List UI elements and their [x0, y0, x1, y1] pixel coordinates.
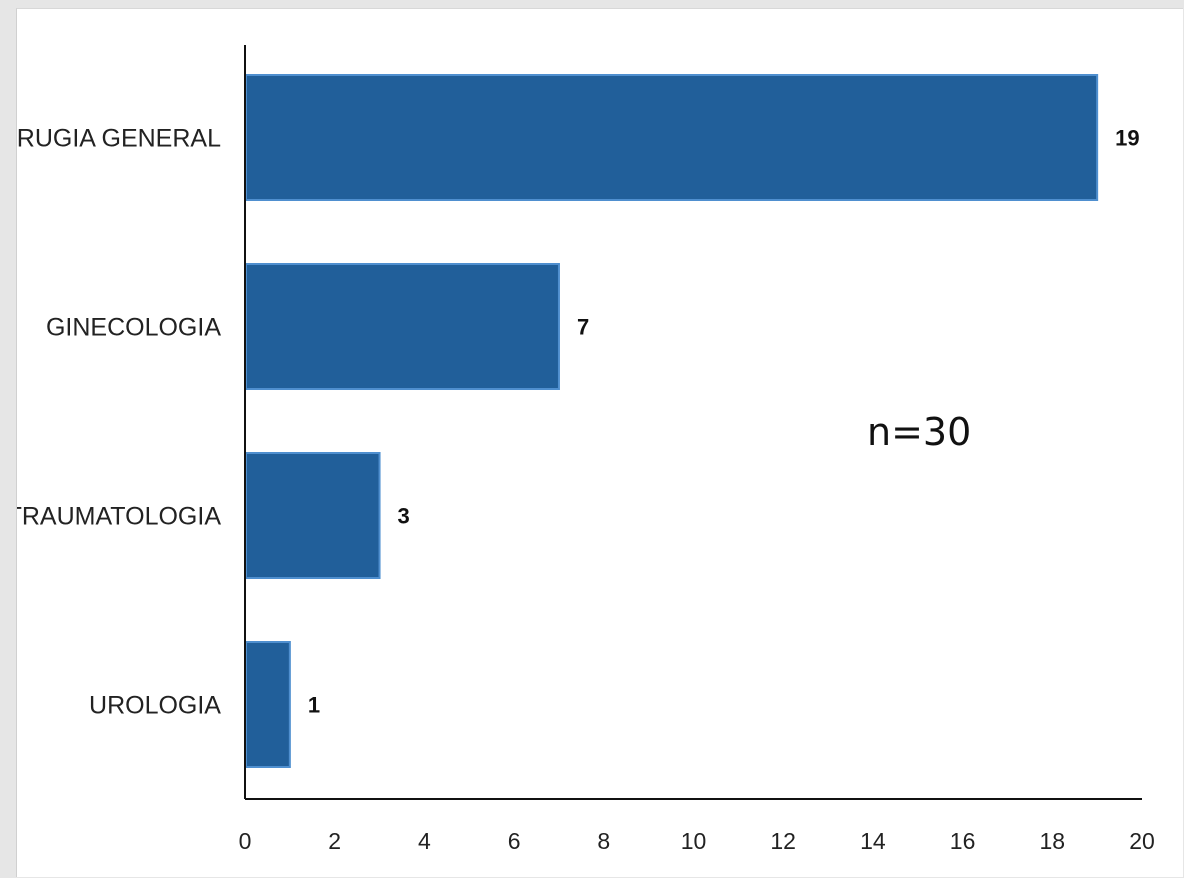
bar-urologia	[245, 641, 291, 768]
x-tick-label-2: 2	[328, 828, 341, 854]
x-tick-label-4: 4	[418, 828, 431, 854]
data-label-urologia: 1	[308, 693, 320, 718]
x-tick-label-14: 14	[860, 828, 886, 854]
x-tick-label-10: 10	[681, 828, 707, 854]
horizontal-bar-chart: CIRUGIA GENERAL GINECOLOGIA TRAUMATOLOGIA U…	[17, 45, 1155, 854]
category-labels-group: CIRUGIA GENERAL GINECOLOGIA TRAUMATOLOGIA U…	[17, 125, 221, 720]
x-tick-label-6: 6	[508, 828, 521, 854]
x-tick-label-16: 16	[950, 828, 976, 854]
x-tick-label-8: 8	[597, 828, 610, 854]
x-tick-labels-group: 0 2 4 6 8 10 12 14 16 18 20	[239, 828, 1155, 854]
bar-traumatologia	[245, 452, 381, 579]
category-label-traumatologia: TRAUMATOLOGIA	[17, 503, 221, 531]
chart-frame: CIRUGIA GENERAL GINECOLOGIA TRAUMATOLOGIA U…	[16, 8, 1183, 877]
category-label-ginecologia: GINECOLOGIA	[46, 314, 221, 342]
category-label-cirugia-general: CIRUGIA GENERAL	[17, 125, 221, 153]
bar-ginecologia	[245, 263, 560, 390]
bars-group	[245, 74, 1099, 768]
x-tick-label-18: 18	[1040, 828, 1066, 854]
bar-cirugia-general	[245, 74, 1099, 201]
data-labels-group: 19 7 3 1	[308, 126, 1140, 718]
data-label-cirugia-general: 19	[1115, 126, 1139, 151]
data-label-ginecologia: 7	[577, 315, 589, 340]
sample-size-annotation: n=30	[867, 410, 971, 454]
data-label-traumatologia: 3	[398, 504, 410, 529]
x-tick-label-0: 0	[239, 828, 252, 854]
x-tick-label-12: 12	[770, 828, 796, 854]
category-label-urologia: UROLOGIA	[89, 692, 221, 720]
x-tick-label-20: 20	[1129, 828, 1155, 854]
